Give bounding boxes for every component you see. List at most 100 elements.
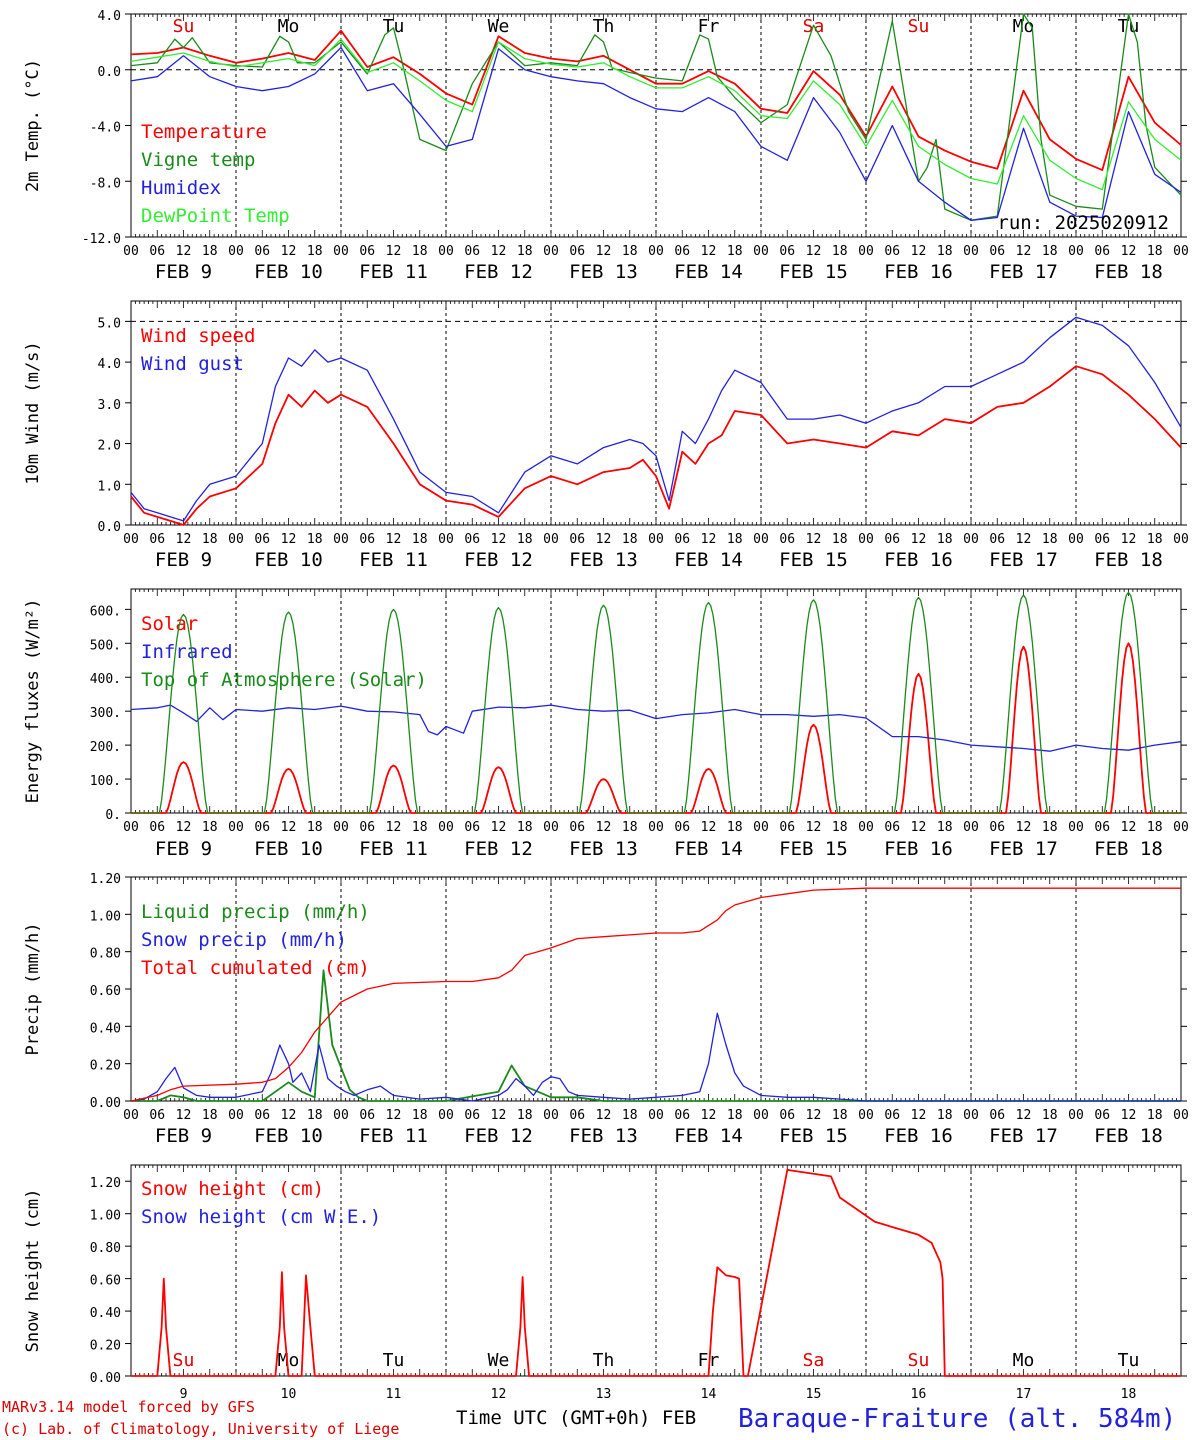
y-tick-label: 0.20 xyxy=(90,1059,121,1074)
hour-tick-label: 18 xyxy=(517,244,533,259)
hour-tick-label: 00 xyxy=(438,532,454,547)
hour-tick-label: 18 xyxy=(622,1108,638,1123)
hour-tick-label: 00 xyxy=(123,820,139,835)
y-tick-label: 400. xyxy=(90,672,121,687)
hour-tick-label: 06 xyxy=(989,532,1005,547)
y-tick-label: -4.0 xyxy=(90,121,121,136)
hour-tick-label: 00 xyxy=(753,1108,769,1123)
hour-tick-label: 00 xyxy=(963,820,979,835)
hour-tick-label: 06 xyxy=(464,532,480,547)
y-axis-label: Precip (mm/h) xyxy=(23,922,43,1055)
hour-tick-label: 18 xyxy=(1147,532,1163,547)
date-label: FEB 11 xyxy=(359,549,428,571)
date-label: FEB 9 xyxy=(155,1125,212,1147)
y-tick-label: 1.20 xyxy=(90,872,121,887)
hour-tick-label: 12 xyxy=(1121,532,1137,547)
hour-tick-label: 00 xyxy=(438,820,454,835)
hour-tick-label: 12 xyxy=(701,244,717,259)
hour-tick-label: 18 xyxy=(517,820,533,835)
hour-tick-label: 18 xyxy=(1042,1108,1058,1123)
chart-panel-5: 1.20 1.00 0.80 0.60 0.40 0.20 0.00 Snow height … xyxy=(23,1164,1187,1402)
hour-tick-label: 18 xyxy=(832,820,848,835)
hour-tick-label: 06 xyxy=(989,244,1005,259)
hour-tick-label: 12 xyxy=(1121,820,1137,835)
y-tick-label: 1.0 xyxy=(98,479,121,494)
day-number-label: 12 xyxy=(491,1387,507,1402)
series-line-dewpoint-temp xyxy=(130,38,1182,191)
hour-tick-label: 00 xyxy=(753,244,769,259)
series-line-snow-height-cm- xyxy=(131,1169,1181,1377)
hour-tick-label: 00 xyxy=(333,244,349,259)
hour-tick-label: 12 xyxy=(911,820,927,835)
hour-tick-label: 12 xyxy=(911,244,927,259)
day-name-label: We xyxy=(488,16,510,37)
day-name-label: Sa xyxy=(803,1350,825,1371)
day-number-label: 10 xyxy=(281,1387,297,1402)
hour-tick-label: 00 xyxy=(1173,532,1189,547)
date-label: FEB 17 xyxy=(989,549,1058,571)
hour-tick-label: 06 xyxy=(1094,532,1110,547)
hour-tick-label: 06 xyxy=(989,820,1005,835)
hour-tick-label: 06 xyxy=(1094,244,1110,259)
series-line-infrared xyxy=(130,704,1182,752)
date-label: FEB 16 xyxy=(884,261,953,283)
hour-tick-label: 00 xyxy=(1173,244,1189,259)
y-tick-label: 0.0 xyxy=(98,65,121,80)
date-label: FEB 13 xyxy=(569,261,638,283)
hour-tick-label: 06 xyxy=(1094,1108,1110,1123)
y-tick-label: 0.60 xyxy=(90,1274,121,1289)
hour-tick-label: 18 xyxy=(307,532,323,547)
hour-tick-label: 12 xyxy=(491,244,507,259)
date-label: FEB 15 xyxy=(779,1125,848,1147)
day-number-label: 9 xyxy=(180,1387,188,1402)
y-tick-label: 0.40 xyxy=(90,1021,121,1036)
hour-tick-label: 06 xyxy=(569,244,585,259)
hour-tick-label: 18 xyxy=(727,244,743,259)
y-tick-label: 0.80 xyxy=(90,947,121,962)
date-label: FEB 18 xyxy=(1094,549,1163,571)
hour-tick-label: 00 xyxy=(1068,820,1084,835)
date-label: FEB 12 xyxy=(464,261,533,283)
hour-tick-label: 00 xyxy=(648,532,664,547)
legend-entry: Wind gust xyxy=(141,353,244,375)
hour-tick-label: 12 xyxy=(491,532,507,547)
date-label: FEB 16 xyxy=(884,838,953,860)
hour-tick-label: 06 xyxy=(359,1108,375,1123)
hour-tick-label: 18 xyxy=(307,820,323,835)
y-axis-label: Snow height (cm) xyxy=(23,1189,43,1353)
hour-tick-label: 12 xyxy=(386,244,402,259)
hour-tick-label: 18 xyxy=(202,1108,218,1123)
hour-tick-label: 00 xyxy=(123,532,139,547)
series-line-top-of-atmosphere-solar- xyxy=(131,591,1181,814)
hour-tick-label: 18 xyxy=(832,244,848,259)
day-name-label: Su xyxy=(173,1350,195,1371)
date-label: FEB 13 xyxy=(569,1125,638,1147)
hour-tick-label: 06 xyxy=(254,820,270,835)
day-name-label: Su xyxy=(173,16,195,37)
hour-tick-label: 06 xyxy=(779,532,795,547)
hour-tick-label: 12 xyxy=(596,1108,612,1123)
y-tick-label: 0.0 xyxy=(98,520,121,535)
hour-tick-label: 12 xyxy=(1121,1108,1137,1123)
run-label: run: 2025020912 xyxy=(997,212,1169,234)
y-tick-label: 1.20 xyxy=(90,1176,121,1191)
date-label: FEB 17 xyxy=(989,261,1058,283)
hour-tick-label: 00 xyxy=(438,244,454,259)
hour-tick-label: 00 xyxy=(648,820,664,835)
hour-tick-label: 06 xyxy=(779,1108,795,1123)
hour-tick-label: 18 xyxy=(1042,820,1058,835)
hour-tick-label: 18 xyxy=(412,244,428,259)
hour-tick-label: 06 xyxy=(254,244,270,259)
day-name-label: Tu xyxy=(1118,16,1140,37)
hour-tick-label: 18 xyxy=(622,820,638,835)
day-name-label: Su xyxy=(908,16,930,37)
legend-entry: DewPoint Temp xyxy=(141,205,290,227)
series-line-total-cumulated-cm- xyxy=(130,887,1181,1102)
day-name-label: Tu xyxy=(1118,1350,1140,1371)
hour-tick-label: 18 xyxy=(202,244,218,259)
date-label: FEB 9 xyxy=(155,838,212,860)
hour-tick-label: 00 xyxy=(438,1108,454,1123)
legend-entry: Snow height (cm W.E.) xyxy=(141,1206,381,1228)
hour-tick-label: 18 xyxy=(307,1108,323,1123)
hour-tick-label: 06 xyxy=(779,820,795,835)
